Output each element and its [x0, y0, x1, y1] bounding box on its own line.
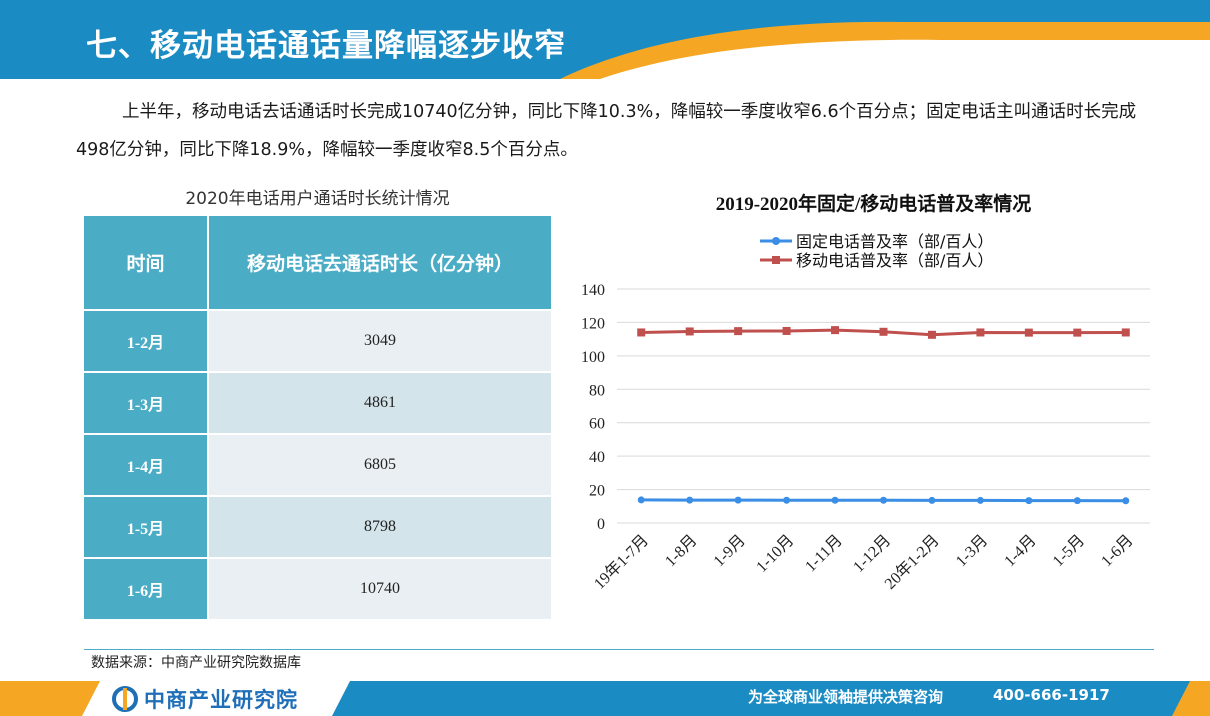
penetration-line-chart: 2019-2020年固定/移动电话普及率情况固定电话普及率（部/百人）移动电话普…	[581, 192, 1150, 593]
x-tick-label: 1-3月	[953, 532, 991, 570]
row-period: 1-2月	[84, 309, 209, 372]
row-period: 1-6月	[84, 557, 209, 619]
table-row: 1-6月 10740	[84, 557, 551, 619]
data-point	[976, 328, 985, 337]
legend-label: 移动电话普及率（部/百人）	[796, 251, 993, 270]
table-row: 1-4月 6805	[84, 433, 551, 496]
x-tick-label: 1-4月	[1001, 532, 1039, 570]
data-point	[783, 496, 791, 504]
x-tick-label: 1-10月	[753, 532, 797, 576]
data-point	[976, 496, 984, 504]
company-logo: 中商产业研究院	[112, 684, 298, 714]
data-point	[1073, 328, 1082, 337]
table-row: 1-5月 8798	[84, 495, 551, 558]
legend-marker	[772, 256, 780, 264]
table-header-period: 时间	[84, 216, 209, 310]
table-row: 1-3月 4861	[84, 371, 551, 434]
chart-title: 2019-2020年固定/移动电话普及率情况	[716, 192, 1032, 215]
x-tick-label: 1-8月	[662, 532, 700, 570]
data-point	[637, 328, 646, 337]
footer-slogan: 为全球商业领袖提供决策咨询	[748, 688, 944, 706]
logo-text: 中商产业研究院	[144, 688, 298, 712]
data-source: 数据来源：中商产业研究院数据库	[91, 655, 301, 671]
data-point	[831, 496, 839, 504]
y-tick-label: 60	[589, 416, 605, 433]
data-point	[927, 330, 936, 339]
footer-phone: 400-666-1917	[993, 686, 1110, 704]
table-title: 2020年电话用户通话时长统计情况	[185, 189, 450, 209]
data-point	[1121, 328, 1130, 337]
x-tick-label: 1-11月	[802, 532, 846, 576]
data-point	[1024, 328, 1033, 337]
y-tick-label: 120	[581, 315, 605, 332]
header-background	[0, 0, 1210, 79]
data-point	[782, 326, 791, 335]
page-title: 七、移动电话通话量降幅逐步收窄	[86, 28, 566, 64]
duration-table: 时间 移动电话去通话时长（亿分钟） 1-2月 3049 1-3月 4861 1-…	[84, 216, 551, 619]
row-value: 3049	[208, 309, 551, 372]
x-tick-label: 19年1-7月	[590, 531, 652, 593]
data-point	[686, 496, 694, 504]
header-banner: 七、移动电话通话量降幅逐步收窄	[0, 0, 1210, 79]
table-header-row: 时间 移动电话去通话时长（亿分钟）	[84, 216, 551, 310]
footer-background	[0, 681, 1210, 716]
data-point	[928, 496, 936, 504]
row-value: 8798	[208, 495, 551, 558]
data-point	[685, 327, 694, 336]
y-tick-label: 140	[581, 282, 605, 299]
y-tick-label: 40	[589, 449, 605, 466]
footer-banner	[0, 681, 1210, 716]
data-point	[879, 327, 888, 336]
data-point	[1025, 497, 1033, 505]
row-period: 1-3月	[84, 371, 209, 434]
data-point	[734, 496, 742, 504]
row-value: 4861	[208, 371, 551, 434]
data-point	[1073, 497, 1081, 505]
y-tick-label: 0	[597, 516, 605, 533]
table-header-duration: 移动电话去通话时长（亿分钟）	[208, 216, 551, 310]
summary-paragraph: 上半年，移动电话去话通话时长完成10740亿分钟，同比下降10.3%，降幅较一季…	[76, 102, 1137, 160]
data-point	[880, 496, 887, 504]
y-tick-label: 100	[581, 349, 605, 366]
row-period: 1-5月	[84, 495, 209, 558]
y-tick-label: 20	[589, 483, 605, 500]
y-tick-label: 80	[589, 382, 605, 399]
row-value: 10740	[208, 557, 551, 619]
data-point	[1122, 497, 1130, 505]
x-tick-label: 1-6月	[1098, 532, 1136, 570]
row-value: 6805	[208, 433, 551, 496]
x-tick-label: 1-5月	[1050, 532, 1088, 570]
row-period: 1-4月	[84, 433, 209, 496]
x-tick-label: 1-12月	[850, 532, 894, 576]
data-point	[734, 327, 743, 336]
logo-icon	[112, 686, 138, 712]
legend-marker	[772, 237, 780, 245]
footer-divider	[84, 649, 1154, 650]
x-tick-label: 1-9月	[711, 532, 749, 570]
legend-label: 固定电话普及率（部/百人）	[796, 232, 993, 251]
data-point	[831, 326, 840, 335]
data-point	[637, 496, 645, 504]
table-row: 1-2月 3049	[84, 309, 551, 372]
